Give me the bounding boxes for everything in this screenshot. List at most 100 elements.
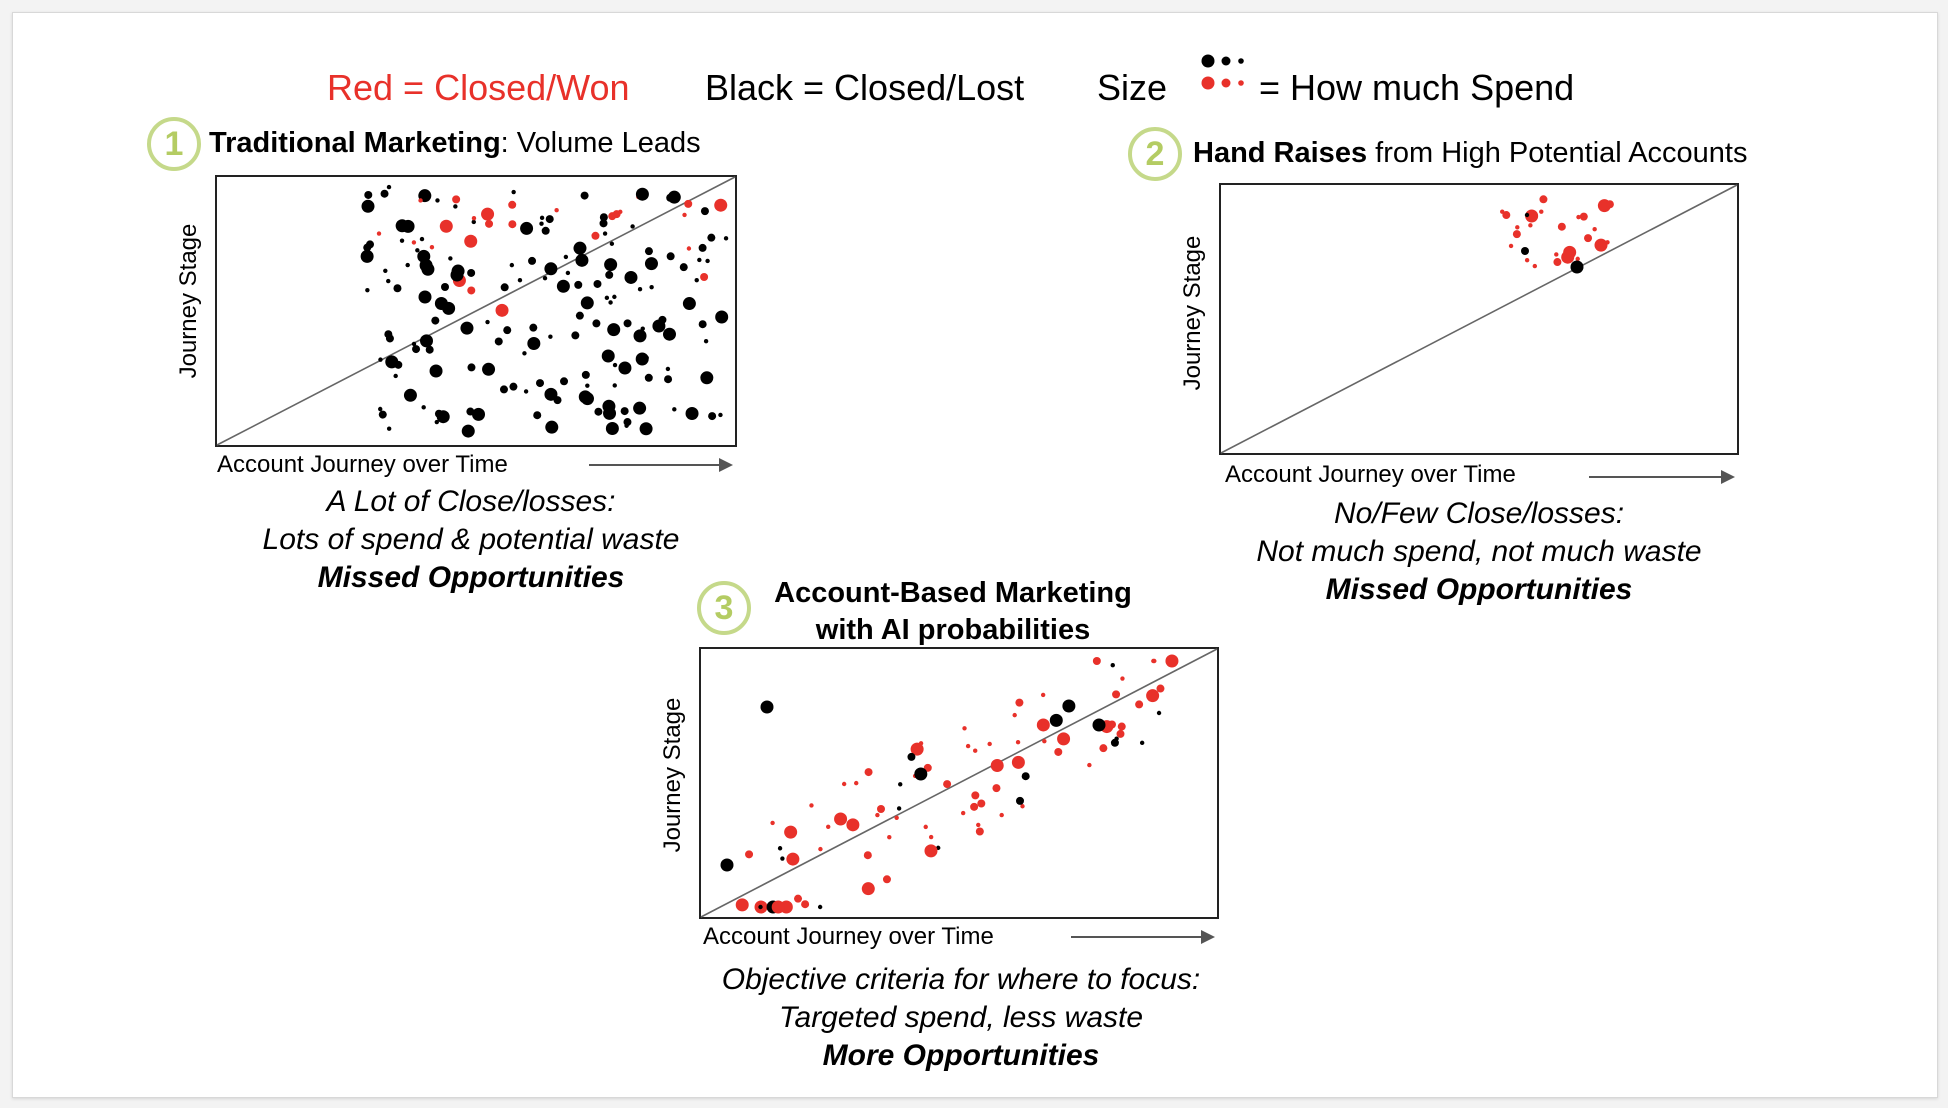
panel-1-dot	[533, 411, 542, 420]
panel-3-dot	[1110, 663, 1115, 668]
panel-1-dot	[548, 334, 553, 339]
panel-3-dot	[1057, 732, 1071, 746]
panel-1-dot	[509, 262, 515, 268]
panel-1-dot	[685, 407, 699, 421]
panel-1-dot	[464, 234, 478, 248]
panel-1-dot	[612, 383, 617, 388]
panel-2-time-arrow-icon	[1589, 470, 1735, 484]
panel-1-dot	[539, 221, 544, 226]
panel-1-title-rest: : Volume Leads	[500, 127, 701, 159]
panel-1-dot	[461, 424, 475, 438]
panel-1-dot	[434, 296, 448, 310]
panel-3-dot	[1092, 657, 1101, 665]
panel-1-dot	[378, 357, 383, 362]
panel-3-dot	[1021, 772, 1030, 781]
panel-3-dot	[1139, 740, 1145, 746]
panel-1-dot	[411, 341, 417, 347]
panel-1-dot	[700, 272, 709, 281]
panel-3-dot	[1020, 804, 1025, 809]
panel-1-dot	[698, 320, 707, 329]
panel-1-dot	[495, 303, 509, 317]
panel-1-dot	[599, 213, 608, 222]
panel-1-dot	[511, 189, 516, 195]
panel-3-dot	[1015, 796, 1024, 805]
panel-3-dot	[910, 742, 924, 756]
size-legend-dots-icon	[1201, 54, 1244, 90]
panel-3-number-badge: 3	[697, 581, 751, 635]
panel-3-diagonal-line	[700, 648, 1218, 918]
panel-3-dot	[1012, 712, 1017, 718]
panel-3-dot	[777, 846, 783, 851]
panel-1-dot	[620, 407, 629, 416]
panel-1-dot	[599, 219, 608, 228]
panel-3-dot	[1116, 729, 1125, 738]
panel-1-dot	[439, 219, 453, 233]
panel-1-dot	[378, 406, 383, 412]
panel-3-dot	[1146, 689, 1160, 703]
panel-1-dot	[536, 379, 545, 388]
panel-1-dot	[499, 385, 508, 394]
panel-3-dot	[990, 759, 1004, 773]
panel-1-dot	[662, 327, 676, 341]
panel-1-dot	[500, 283, 509, 292]
panel-3-dot	[973, 748, 978, 753]
panel-1-dot	[441, 283, 449, 291]
panel-1-dot	[575, 311, 584, 320]
panel-1-dot	[635, 352, 649, 366]
panel-1-dot	[405, 262, 410, 268]
panel-3-dot	[999, 812, 1004, 818]
panel-1-dot	[715, 310, 729, 324]
panel-1-dot	[494, 337, 503, 346]
panel-3-dot	[771, 900, 785, 914]
panel-3-dot	[962, 726, 967, 731]
panel-1-dot	[560, 377, 569, 386]
panel-1-dot	[639, 422, 653, 436]
panel-3-dot	[1165, 654, 1179, 668]
panel-1-dot	[635, 187, 649, 201]
panel-2-dot	[1592, 227, 1597, 232]
panel-3-dot	[735, 898, 749, 912]
panel-1-dot	[592, 319, 601, 328]
panel-3-caption-line-3: More Opportunities	[822, 1039, 1100, 1072]
legend-black-label: Black = Closed/Lost	[705, 67, 1025, 108]
panel-1-dot	[385, 355, 399, 369]
legend-size-label: Size	[1097, 67, 1168, 108]
panel-1-dot	[467, 286, 476, 295]
panel-1-dot	[378, 410, 387, 419]
panel-2-caption-line-3: Missed Opportunities	[1325, 573, 1633, 606]
panel-3-dot	[1011, 755, 1025, 769]
panel-1-dot	[419, 236, 425, 242]
panel-3-dot	[809, 803, 814, 808]
panel-1-dot	[448, 256, 453, 261]
panel-3-dot	[1087, 762, 1092, 768]
panel-3-dot	[943, 780, 952, 789]
panel-1-dot	[651, 258, 657, 263]
panel-1-dot	[517, 277, 523, 283]
panel-3-dot	[720, 858, 734, 872]
panel-1-dot	[601, 349, 615, 363]
panel-3-dot	[918, 741, 924, 746]
panel-3-dot	[1040, 692, 1046, 698]
panel-1-dot	[366, 240, 375, 249]
panel-3-dot	[894, 815, 899, 820]
panel-3-dot	[898, 782, 903, 787]
panel-1-dot	[508, 220, 517, 229]
panel-1-dot	[563, 254, 569, 260]
panel-1-dot	[435, 198, 440, 203]
panel-3-dot	[876, 805, 885, 814]
panel-1-dot	[395, 219, 409, 233]
panel-1-dot	[672, 407, 677, 412]
panel-3-dot	[1042, 739, 1047, 744]
panel-2-dot	[1605, 200, 1614, 209]
panel-1-time-arrow-icon	[589, 458, 733, 472]
panel-2-dot	[1579, 212, 1588, 221]
panel-2-dot	[1605, 240, 1610, 245]
panel-1-dot	[700, 207, 709, 216]
panel-3-dot	[846, 818, 860, 832]
panel-2-dot	[1508, 243, 1514, 249]
panel-1-dot	[421, 262, 435, 276]
panel-2-dot	[1561, 250, 1575, 264]
panel-2-scatter	[1220, 184, 1738, 454]
panel-2-dot	[1525, 209, 1539, 223]
legend-red-label: Red = Closed/Won	[327, 67, 630, 108]
